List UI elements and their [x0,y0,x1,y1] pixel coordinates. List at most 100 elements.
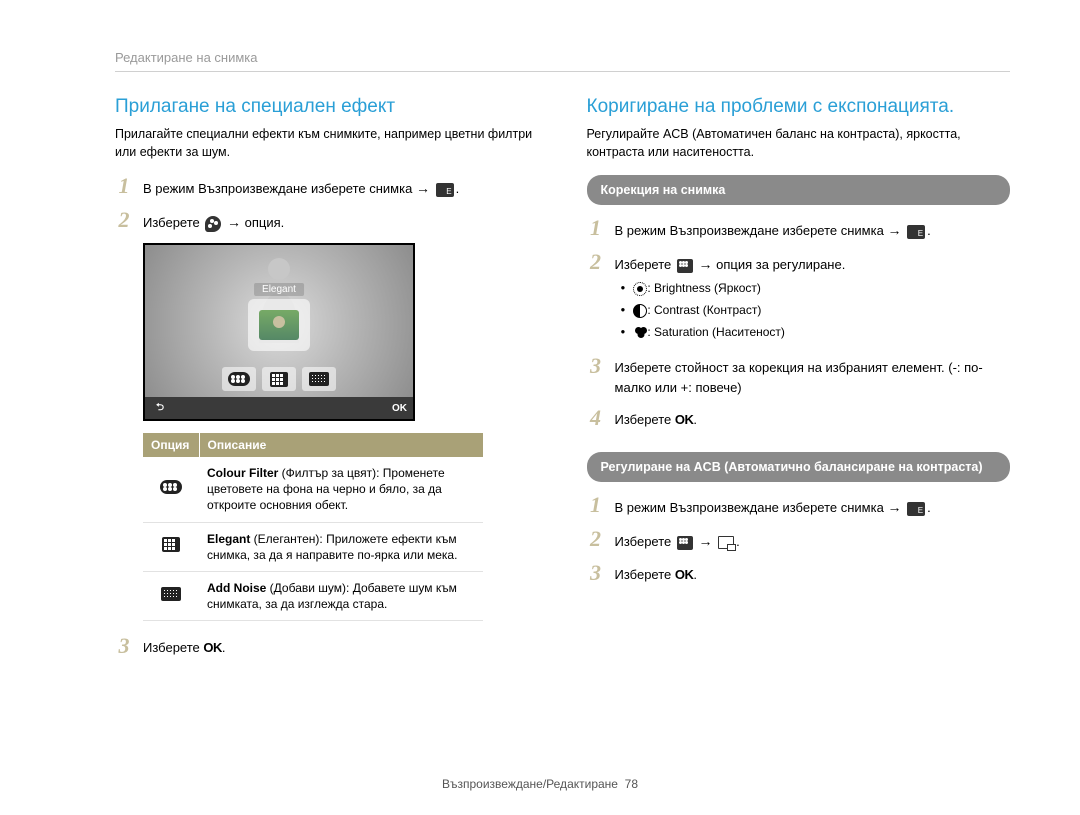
table-header-row: Опция Описание [143,433,483,457]
step-number: 2 [587,251,605,273]
back-icon[interactable]: ⮌ [151,400,169,417]
left-title: Прилагане на специален ефект [115,96,539,118]
right-intro: Регулирайте ACB (Автоматичен баланс на к… [587,126,1011,161]
col-left: Прилагане на специален ефект Прилагайте … [115,96,539,668]
table-row: Add Noise (Добави шум): Добавете шум към… [143,571,483,620]
bullet-saturation: : Saturation (Наситеност) [621,323,846,341]
text: : Brightness (Яркост) [647,281,761,295]
text: Изберете [143,640,200,655]
arrow-icon: → [887,222,901,238]
right-s2-step1: 1 В режим Възпроизвеждане изберете снимк… [587,494,1011,518]
edit-icon [907,225,925,239]
left-step-2: 2 Изберете → опция. [115,209,539,233]
step-number: 1 [587,494,605,516]
adjust-icon [677,259,693,273]
ok-icon: OK [675,567,694,582]
table-row: Elegant (Елегантен): Приложете ефекти къ… [143,522,483,571]
left-intro: Прилагайте специални ефекти към снимките… [115,126,539,161]
page-footer: Възпроизвеждане/Редактиране 78 [0,777,1080,791]
right-s2-step3: 3 Изберете OK. [587,562,1011,585]
step-number: 3 [587,355,605,377]
table-row: Colour Filter (Филтър за цвят): Променет… [143,457,483,522]
ok-icon: OK [675,412,694,427]
option-desc-cell: Add Noise (Добави шум): Добавете шум към… [199,571,483,620]
right-s1-step4: 4 Изберете OK. [587,407,1011,430]
text: В режим Възпроизвеждане изберете снимка [615,500,884,515]
option-desc-cell: Elegant (Елегантен): Приложете ефекти къ… [199,522,483,571]
right-s1-step1: 1 В режим Възпроизвеждане изберете снимк… [587,217,1011,241]
palette-icon [205,216,221,232]
screenshot-label: Elegant [254,283,304,296]
step-number: 2 [115,209,133,231]
adjust-bullets: : Brightness (Яркост) : Contrast (Контра… [615,279,846,341]
option-name: Elegant [207,532,250,546]
step-number: 2 [587,528,605,550]
text: Изберете [143,215,200,230]
right-s1-step3: 3 Изберете стойност за корекция на избра… [587,355,1011,397]
screenshot-bottom-bar: ⮌ OK [145,397,413,419]
step-body: Изберете → . [615,528,740,552]
left-step-3: 3 Изберете OK. [115,635,539,658]
option-icon-cell [143,457,199,522]
table-header-desc: Описание [199,433,483,457]
edit-icon [436,183,454,197]
option-icon-cell [143,571,199,620]
left-steps-cont: 3 Изберете OK. [115,635,539,658]
text: опция. [245,215,285,230]
text: : Contrast (Контраст) [647,303,761,317]
text: : Saturation (Наситеност) [647,325,785,339]
thumb-elegant[interactable] [262,367,296,391]
brightness-icon [633,282,647,296]
step-number: 3 [587,562,605,584]
text: Изберете [615,567,672,582]
ok-icon: OK [203,640,222,655]
breadcrumb: Редактиране на снимка [115,50,1010,72]
screenshot-preview [248,299,310,351]
text: Изберете [615,257,672,272]
right-s1-step2: 2 Изберете → опция за регулиране. : Brig… [587,251,1011,345]
step-number: 4 [587,407,605,429]
option-name: Colour Filter [207,466,278,480]
subsection-correction: Корекция на снимка [587,175,1011,205]
right-title: Коригиране на проблеми с експонацията. [587,96,1011,118]
text: В режим Възпроизвеждане изберете снимка [143,181,412,196]
step-number: 1 [115,175,133,197]
right-s2-step2: 2 Изберете → . [587,528,1011,552]
text: Изберете [615,534,672,549]
footer-page-number: 78 [625,777,638,791]
step-body: Изберете → опция. [143,209,284,233]
arrow-icon: → [887,499,901,515]
contrast-icon [633,304,647,318]
step-body: В режим Възпроизвеждане изберете снимка … [615,494,931,518]
option-icon-cell [143,522,199,571]
effect-screenshot: Elegant ⮌ OK [143,243,415,421]
step-body: Изберете → опция за регулиране. : Bright… [615,251,846,345]
arrow-icon: → [227,214,241,230]
table-header-option: Опция [143,433,199,457]
thumb-noise[interactable] [302,367,336,391]
bullet-brightness: : Brightness (Яркост) [621,279,846,297]
noise-icon [161,587,181,601]
arrow-icon: → [416,180,430,196]
content-columns: Прилагане на специален ефект Прилагайте … [115,96,1010,668]
adjust-icon [677,536,693,550]
screenshot-thumbs [222,367,336,391]
step-body: В режим Възпроизвеждане изберете снимка … [143,175,459,199]
options-table: Опция Описание Colour Filter (Филтър за … [143,433,483,621]
text: В режим Възпроизвеждане изберете снимка [615,223,884,238]
saturation-icon [633,327,647,339]
thumb-colorfilter[interactable] [222,367,256,391]
left-steps: 1 В режим Възпроизвеждане изберете снимк… [115,175,539,233]
right-s2-steps: 1 В режим Възпроизвеждане изберете снимк… [587,494,1011,585]
step-body: Изберете OK. [143,635,226,658]
step-number: 1 [587,217,605,239]
elegant-icon [162,537,180,552]
right-s1-steps: 1 В режим Възпроизвеждане изберете снимк… [587,217,1011,430]
col-right: Коригиране на проблеми с експонацията. Р… [587,96,1011,668]
bullet-contrast: : Contrast (Контраст) [621,301,846,319]
left-step-1: 1 В режим Възпроизвеждане изберете снимк… [115,175,539,199]
option-desc-cell: Colour Filter (Филтър за цвят): Променет… [199,457,483,522]
ok-button[interactable]: OK [392,403,407,414]
footer-text: Възпроизвеждане/Редактиране [442,777,618,791]
text: опция за регулиране. [716,257,845,272]
